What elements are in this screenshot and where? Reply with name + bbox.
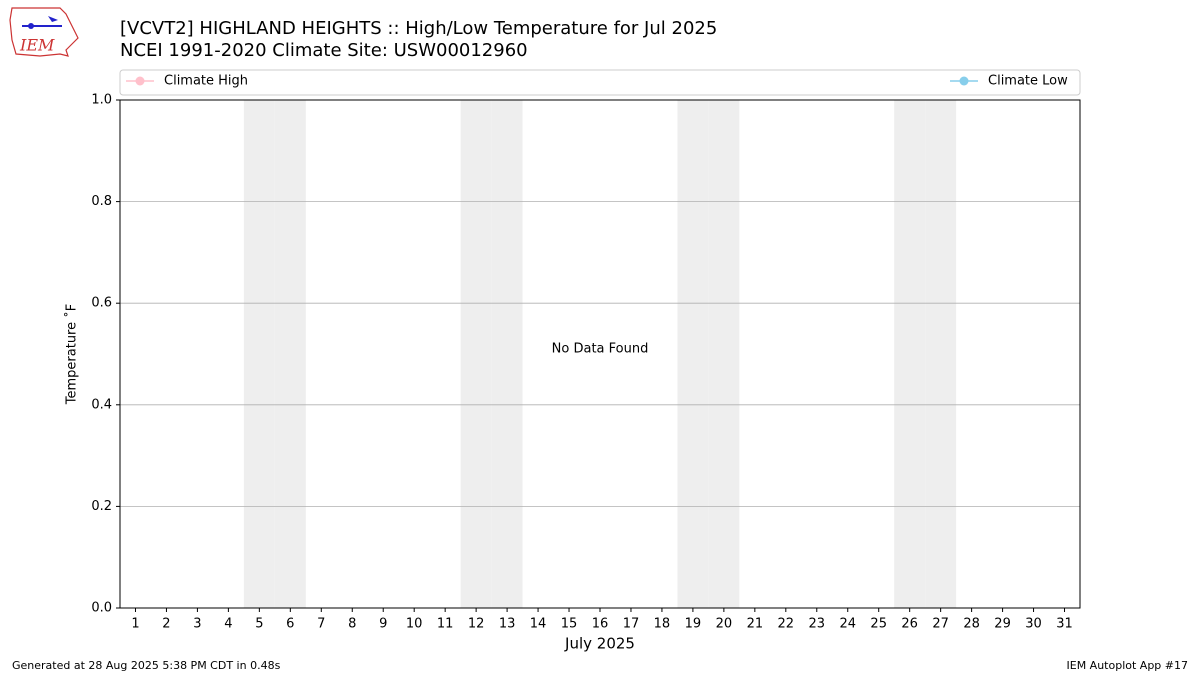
logo-text: IEM (19, 36, 55, 55)
footer-left: Generated at 28 Aug 2025 5:38 PM CDT in … (12, 659, 281, 672)
x-tick-label: 14 (530, 617, 547, 632)
weekend-shade (677, 100, 709, 608)
chart-title: [VCVT2] HIGHLAND HEIGHTS :: High/Low Tem… (120, 18, 717, 39)
legend-label: Climate Low (988, 74, 1068, 89)
x-axis-label: July 2025 (564, 635, 635, 653)
x-tick-label: 19 (685, 617, 702, 632)
x-tick-label: 26 (901, 617, 918, 632)
footer-right: IEM Autoplot App #17 (1067, 659, 1189, 672)
x-tick-label: 29 (994, 617, 1011, 632)
plot-frame (119, 99, 1081, 609)
x-tick-label: 25 (870, 617, 887, 632)
logo-outline (9, 7, 79, 57)
y-tick-label: 0.0 (91, 601, 112, 616)
logo-flag (48, 16, 58, 22)
x-tick-label: 27 (932, 617, 949, 632)
x-tick-label: 3 (193, 617, 201, 632)
x-tick-label: 15 (561, 617, 578, 632)
y-axis-label: Temperature ˚F (64, 304, 80, 405)
x-tick-label: 28 (963, 617, 980, 632)
x-tick-label: 20 (716, 617, 733, 632)
x-tick-label: 11 (437, 617, 454, 632)
x-tick-label: 12 (468, 617, 485, 632)
legend-label: Climate High (164, 74, 248, 89)
weekend-shade (460, 100, 492, 608)
x-tick-label: 4 (224, 617, 232, 632)
legend-marker (135, 76, 145, 86)
y-tick-label: 0.2 (91, 499, 112, 514)
chart-subtitle: NCEI 1991-2020 Climate Site: USW00012960 (120, 40, 528, 61)
x-tick-label: 17 (623, 617, 640, 632)
weekend-shade (708, 100, 740, 608)
x-tick-label: 31 (1056, 617, 1073, 632)
weekend-shade (491, 100, 523, 608)
weekend-shade (894, 100, 926, 608)
x-tick-label: 5 (255, 617, 263, 632)
x-tick-label: 8 (348, 617, 356, 632)
x-tick-label: 30 (1025, 617, 1042, 632)
x-tick-label: 18 (654, 617, 671, 632)
x-tick-label: 6 (286, 617, 294, 632)
annotation: No Data Found (552, 342, 649, 357)
x-tick-label: 2 (162, 617, 170, 632)
legend-box (119, 69, 1081, 96)
weekend-shade (243, 100, 275, 608)
y-tick-label: 1.0 (91, 93, 112, 108)
x-tick-label: 10 (406, 617, 423, 632)
x-tick-label: 22 (778, 617, 795, 632)
y-tick-label: 0.4 (91, 397, 112, 412)
x-tick-label: 13 (499, 617, 516, 632)
legend-marker (959, 76, 969, 86)
x-tick-label: 21 (747, 617, 764, 632)
x-tick-label: 9 (379, 617, 387, 632)
weekend-shade (274, 100, 306, 608)
x-tick-label: 24 (839, 617, 856, 632)
logo: IEM (9, 7, 79, 57)
x-tick-label: 7 (317, 617, 325, 632)
y-tick-label: 0.8 (91, 194, 112, 209)
x-tick-label: 1 (131, 617, 139, 632)
x-tick-label: 16 (592, 617, 609, 632)
logo-dot (28, 23, 34, 29)
x-tick-label: 23 (809, 617, 826, 632)
y-tick-label: 0.6 (91, 296, 112, 311)
weekend-shade (925, 100, 957, 608)
